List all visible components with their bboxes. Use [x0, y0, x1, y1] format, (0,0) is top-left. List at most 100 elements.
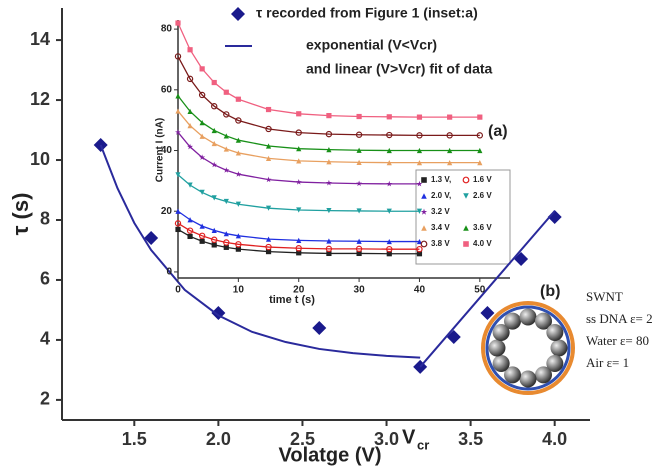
marker [325, 130, 333, 138]
x-axis-label: Volatge (V) [279, 444, 382, 466]
marker [144, 230, 159, 245]
diagram-line: Air ε= 1 [586, 355, 629, 370]
inset-x-tick-label: 10 [233, 285, 245, 296]
marker [447, 160, 453, 166]
vcr-sub: cr [417, 437, 429, 452]
sphere [535, 366, 552, 384]
marker [175, 108, 181, 114]
inset-x-tick-label: 30 [354, 285, 366, 296]
sphere [546, 355, 564, 372]
inset-x-label: time t (s) [269, 294, 315, 306]
marker [175, 129, 181, 135]
marker [187, 123, 193, 129]
diagram-line: Water ε= 80 [586, 333, 649, 348]
marker [416, 208, 423, 214]
marker [223, 198, 229, 205]
marker [325, 179, 332, 186]
marker [421, 177, 427, 183]
marker [355, 245, 363, 253]
marker [326, 208, 332, 214]
marker [187, 108, 193, 114]
marker [416, 147, 423, 154]
inset-legend-label: 3.2 V [431, 207, 450, 216]
marker [175, 172, 181, 178]
y-tick-label: 12 [30, 89, 50, 109]
marker [416, 180, 423, 187]
marker [547, 209, 562, 224]
marker [463, 193, 469, 199]
marker [265, 243, 272, 251]
sphere [519, 308, 537, 326]
vcr-label: V [402, 426, 416, 448]
marker [235, 241, 242, 248]
marker [265, 176, 272, 183]
marker [421, 193, 427, 199]
marker [356, 113, 362, 120]
inset-y-label: Current I (nA) [155, 118, 166, 182]
sphere [519, 370, 537, 388]
marker [211, 242, 217, 248]
marker [386, 245, 393, 253]
marker [186, 75, 194, 83]
marker [386, 251, 392, 257]
marker [416, 114, 423, 120]
marker [223, 244, 229, 250]
x-tick-label: 2.5 [290, 429, 315, 449]
marker [421, 225, 427, 231]
x-tick-label: 4.0 [542, 429, 567, 449]
inset-y-tick-label: 20 [161, 206, 173, 217]
y-tick-label: 8 [40, 209, 50, 229]
marker [211, 195, 217, 201]
marker [356, 147, 362, 153]
diagram-line: ss DNA ε= 2 [586, 311, 653, 326]
inset-legend-label: 3.8 V [431, 239, 450, 248]
marker [211, 161, 218, 168]
inset-legend-label: 1.3 V, [431, 175, 451, 184]
inset-line [177, 110, 480, 164]
marker [235, 137, 241, 143]
inset-x-tick-label: 20 [293, 285, 305, 296]
inset-y-tick-label: 80 [161, 24, 173, 35]
inset-line [177, 131, 420, 185]
marker [211, 79, 217, 86]
sphere [504, 312, 521, 330]
marker [463, 225, 469, 231]
marker [175, 208, 181, 214]
marker [265, 205, 272, 211]
y-tick-label: 4 [40, 329, 50, 349]
marker [416, 245, 423, 253]
marker [223, 146, 229, 152]
inset-line [177, 95, 480, 152]
marker [199, 154, 206, 161]
marker [420, 208, 428, 215]
inset-x-tick-label: 0 [175, 285, 181, 296]
marker [211, 127, 217, 134]
marker [386, 238, 392, 245]
marker [265, 143, 272, 149]
marker [295, 178, 302, 185]
legend-label: exponential (V<Vcr) [306, 37, 437, 53]
marker [356, 180, 363, 187]
marker [386, 131, 393, 139]
marker [326, 113, 332, 119]
marker [416, 238, 423, 245]
marker [235, 246, 241, 252]
marker [223, 133, 229, 139]
marker [356, 208, 362, 214]
marker [265, 155, 272, 162]
marker [326, 238, 332, 244]
marker [235, 96, 241, 102]
marker [416, 160, 423, 166]
marker [356, 159, 362, 165]
marker [199, 119, 205, 126]
marker [295, 245, 302, 252]
inset-label: (a) [488, 123, 508, 140]
marker [174, 53, 182, 60]
marker [356, 250, 362, 257]
marker [386, 114, 392, 120]
marker [296, 111, 302, 117]
marker [186, 227, 194, 234]
sphere [492, 355, 510, 372]
marker [235, 117, 242, 124]
